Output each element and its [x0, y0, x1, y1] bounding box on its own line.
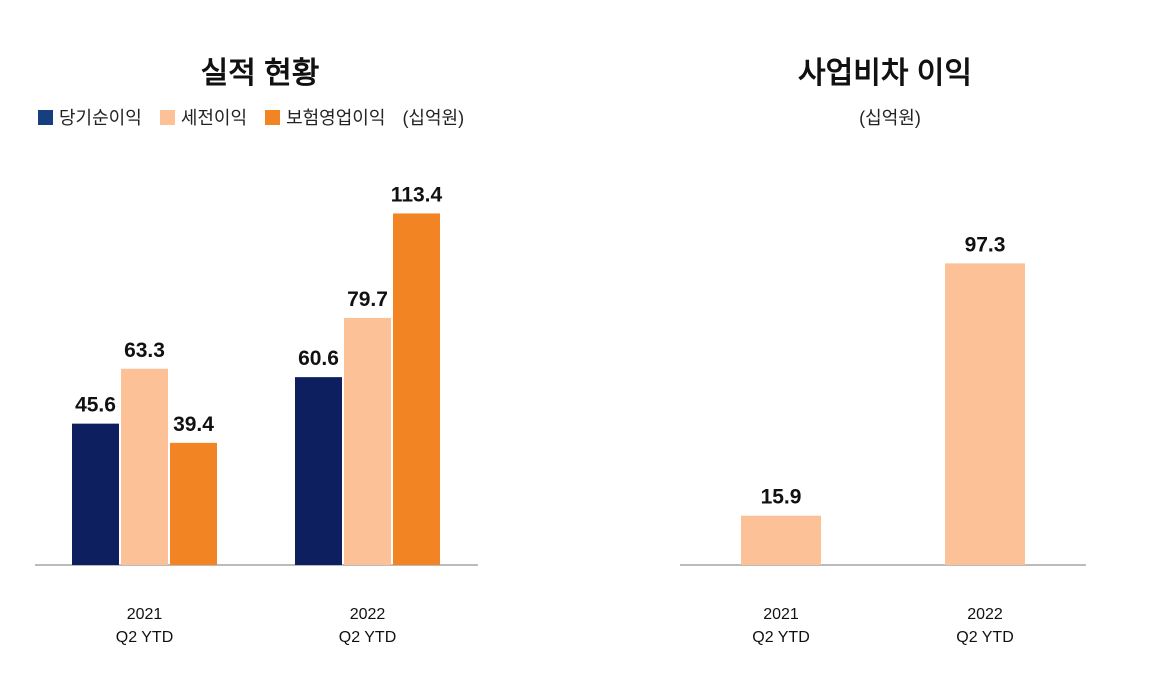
bar	[344, 317, 391, 565]
legend-label: 당기순이익	[59, 108, 142, 128]
data-label: 60.6	[298, 347, 339, 370]
bar	[170, 442, 217, 565]
unit-note: (십억원)	[402, 108, 465, 128]
bar	[741, 515, 821, 565]
x-tick-label: Q2 YTD	[752, 629, 810, 646]
x-tick-label: 2021	[763, 606, 799, 623]
data-label: 79.7	[347, 288, 388, 311]
legend-label: 세전이익	[180, 108, 248, 128]
bar	[393, 213, 440, 565]
legend-item: 세전이익	[159, 104, 248, 130]
data-label: 63.3	[124, 339, 165, 362]
legend-swatch	[159, 109, 175, 125]
chart2-title: 사업비차 이익	[798, 57, 972, 90]
x-tick-label: Q2 YTD	[956, 629, 1014, 646]
data-label: 97.3	[965, 233, 1006, 256]
legend-label: 보험영업이익	[286, 108, 386, 128]
bar	[945, 263, 1025, 565]
data-label: 113.4	[391, 183, 443, 206]
x-tick-label: Q2 YTD	[116, 629, 174, 646]
data-label: 39.4	[173, 413, 214, 436]
bar	[121, 368, 168, 565]
x-tick-label: Q2 YTD	[339, 629, 397, 646]
legend-item: 보험영업이익 (십억원)	[265, 104, 464, 130]
bar	[295, 377, 342, 565]
chart2-unit-note: (십억원)	[859, 108, 921, 128]
legend-swatch	[38, 109, 53, 125]
data-label: 15.9	[761, 486, 802, 509]
x-tick-label: 2022	[967, 606, 1003, 623]
legend-swatch	[265, 109, 281, 125]
bar	[72, 423, 119, 565]
chart1-legend: 당기순이익 세전이익 보험영업이익 (십억원)	[38, 104, 464, 130]
chart1-title: 실적 현황	[200, 57, 320, 90]
x-tick-label: 2021	[127, 606, 163, 623]
legend-item: 당기순이익	[38, 104, 142, 130]
x-tick-label: 2022	[350, 606, 386, 623]
data-label: 45.6	[75, 394, 116, 417]
